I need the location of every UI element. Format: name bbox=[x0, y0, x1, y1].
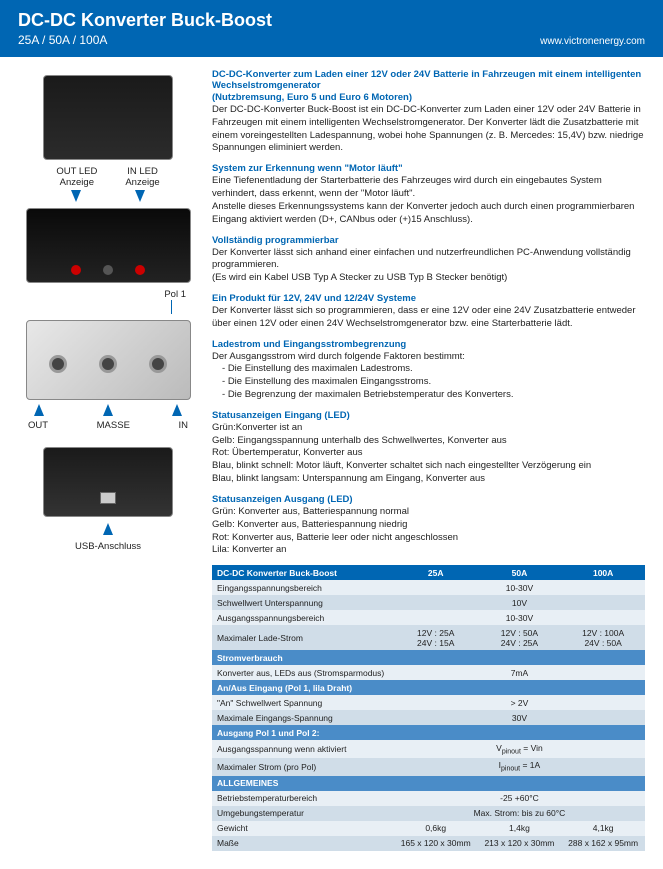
spec-table: DC-DC Konverter Buck-Boost 25A 50A 100A … bbox=[212, 565, 645, 850]
in-led-label-1: IN LED bbox=[125, 166, 159, 177]
pol1-label: Pol 1 bbox=[18, 289, 198, 300]
table-header-row: DC-DC Konverter Buck-Boost 25A 50A 100A bbox=[212, 565, 645, 580]
th-name: DC-DC Konverter Buck-Boost bbox=[212, 565, 394, 580]
page-title: DC-DC Konverter Buck-Boost bbox=[18, 10, 272, 31]
section-5-li1: Die Einstellung des maximalen Ladestroms… bbox=[232, 363, 645, 376]
section-7-l3: Rot: Konverter aus, Batterie leer oder n… bbox=[212, 532, 645, 545]
masse-label: MASSE bbox=[97, 420, 130, 431]
right-column: DC-DC-Konverter zum Laden einer 12V oder… bbox=[212, 69, 645, 851]
table-row: Schwellwert Unterspannung10V bbox=[212, 595, 645, 610]
section-6-l4: Blau, blinkt schnell: Motor läuft, Konve… bbox=[212, 460, 645, 473]
th-100a: 100A bbox=[561, 565, 645, 580]
section-2-body1: Eine Tiefenentladung der Starterbatterie… bbox=[212, 175, 645, 201]
page-subtitle: 25A / 50A / 100A bbox=[18, 33, 272, 47]
usb-label: USB-Anschluss bbox=[18, 541, 198, 552]
table-row: Maße165 x 120 x 30mm213 x 120 x 30mm288 … bbox=[212, 836, 645, 851]
table-row: "An" Schwellwert Spannung> 2V bbox=[212, 695, 645, 710]
section-1-title: DC-DC-Konverter zum Laden einer 12V oder… bbox=[212, 69, 645, 91]
section-5-li3: Die Begrenzung der maximalen Betriebstem… bbox=[232, 389, 645, 402]
left-column: OUT LEDAnzeige IN LEDAnzeige Pol 1 OUT M… bbox=[18, 69, 198, 851]
product-image-usb bbox=[43, 447, 173, 517]
section-2-title: System zur Erkennung wenn "Motor läuft" bbox=[212, 163, 645, 174]
table-row: Gewicht0,6kg1,4kg4,1kg bbox=[212, 821, 645, 836]
section-5-li2: Die Einstellung des maximalen Eingangsst… bbox=[232, 376, 645, 389]
product-image-panel bbox=[26, 208, 191, 283]
led-labels: OUT LEDAnzeige IN LEDAnzeige bbox=[18, 166, 198, 188]
section-5-title: Ladestrom und Eingangsstrombegrenzung bbox=[212, 339, 645, 350]
section-3-title: Vollständig programmierbar bbox=[212, 235, 645, 246]
table-row: Maximale Eingangs-Spannung30V bbox=[212, 710, 645, 725]
table-row: Ausgangsspannungsbereich10-30V bbox=[212, 610, 645, 625]
section-6-l3: Rot: Übertemperatur, Konverter aus bbox=[212, 447, 645, 460]
table-row: Ausgangsspannung wenn aktiviertVpinout =… bbox=[212, 740, 645, 758]
arrow-down-icon bbox=[135, 190, 145, 202]
arrow-up-icon bbox=[103, 523, 113, 535]
th-50a: 50A bbox=[478, 565, 562, 580]
section-6-l1: Grün:Konverter ist an bbox=[212, 422, 645, 435]
th-25a: 25A bbox=[394, 565, 478, 580]
led-arrows bbox=[18, 190, 198, 202]
section-7-l4: Lila: Konverter an bbox=[212, 544, 645, 557]
section-3-body1: Der Konverter lässt sich anhand einer ei… bbox=[212, 247, 645, 273]
out-led-label-2: Anzeige bbox=[56, 177, 97, 188]
table-section-row: Stromverbrauch bbox=[212, 650, 645, 665]
section-2-body2: Anstelle dieses Erkennungssystems kann d… bbox=[212, 201, 645, 227]
section-5-intro: Der Ausgangsstrom wird durch folgende Fa… bbox=[212, 351, 645, 364]
table-row: Maximaler Strom (pro Pol)Ipinout = 1A bbox=[212, 758, 645, 776]
section-1-sub: (Nutzbremsung, Euro 5 und Euro 6 Motoren… bbox=[212, 92, 645, 103]
out-led-label-1: OUT LED bbox=[56, 166, 97, 177]
product-image-terminals bbox=[26, 320, 191, 400]
out-label: OUT bbox=[28, 420, 48, 431]
arrow-down-icon bbox=[71, 190, 81, 202]
header-url: www.victronenergy.com bbox=[540, 36, 645, 47]
in-label: IN bbox=[178, 420, 188, 431]
section-7-l1: Grün: Konverter aus, Batteriespannung no… bbox=[212, 506, 645, 519]
section-6-l5: Blau, blinkt langsam: Unterspannung am E… bbox=[212, 473, 645, 486]
arrow-up-icon bbox=[34, 404, 44, 416]
in-led-label-2: Anzeige bbox=[125, 177, 159, 188]
table-section-row: ALLGEMEINES bbox=[212, 776, 645, 791]
table-row: Eingangsspannungsbereich10-30V bbox=[212, 580, 645, 595]
section-4-body: Der Konverter lässt sich so programmiere… bbox=[212, 305, 645, 331]
arrow-up-icon bbox=[103, 404, 113, 416]
table-row: Betriebstemperaturbereich-25 +60°C bbox=[212, 791, 645, 806]
product-image-top bbox=[43, 75, 173, 160]
section-4-title: Ein Produkt für 12V, 24V und 12/24V Syst… bbox=[212, 293, 645, 304]
table-row: Konverter aus, LEDs aus (Stromsparmodus)… bbox=[212, 665, 645, 680]
terminal-labels: OUT MASSE IN bbox=[18, 416, 198, 431]
table-section-row: Ausgang Pol 1 und Pol 2: bbox=[212, 725, 645, 740]
section-3-body2: (Es wird ein Kabel USB Typ A Stecker zu … bbox=[212, 272, 645, 285]
section-6-title: Statusanzeigen Eingang (LED) bbox=[212, 410, 645, 421]
section-6-l2: Gelb: Eingangsspannung unterhalb des Sch… bbox=[212, 435, 645, 448]
table-section-row: An/Aus Eingang (Pol 1, lila Draht) bbox=[212, 680, 645, 695]
section-7-title: Statusanzeigen Ausgang (LED) bbox=[212, 494, 645, 505]
arrow-up-icon bbox=[172, 404, 182, 416]
section-1-body: Der DC-DC-Konverter Buck-Boost ist ein D… bbox=[212, 104, 645, 155]
header: DC-DC Konverter Buck-Boost 25A / 50A / 1… bbox=[0, 0, 663, 57]
section-7-l2: Gelb: Konverter aus, Batteriespannung ni… bbox=[212, 519, 645, 532]
table-row: UmgebungstemperaturMax. Strom: bis zu 60… bbox=[212, 806, 645, 821]
terminal-arrows bbox=[18, 404, 198, 416]
table-row: Maximaler Lade-Strom 12V : 25A24V : 15A … bbox=[212, 625, 645, 650]
